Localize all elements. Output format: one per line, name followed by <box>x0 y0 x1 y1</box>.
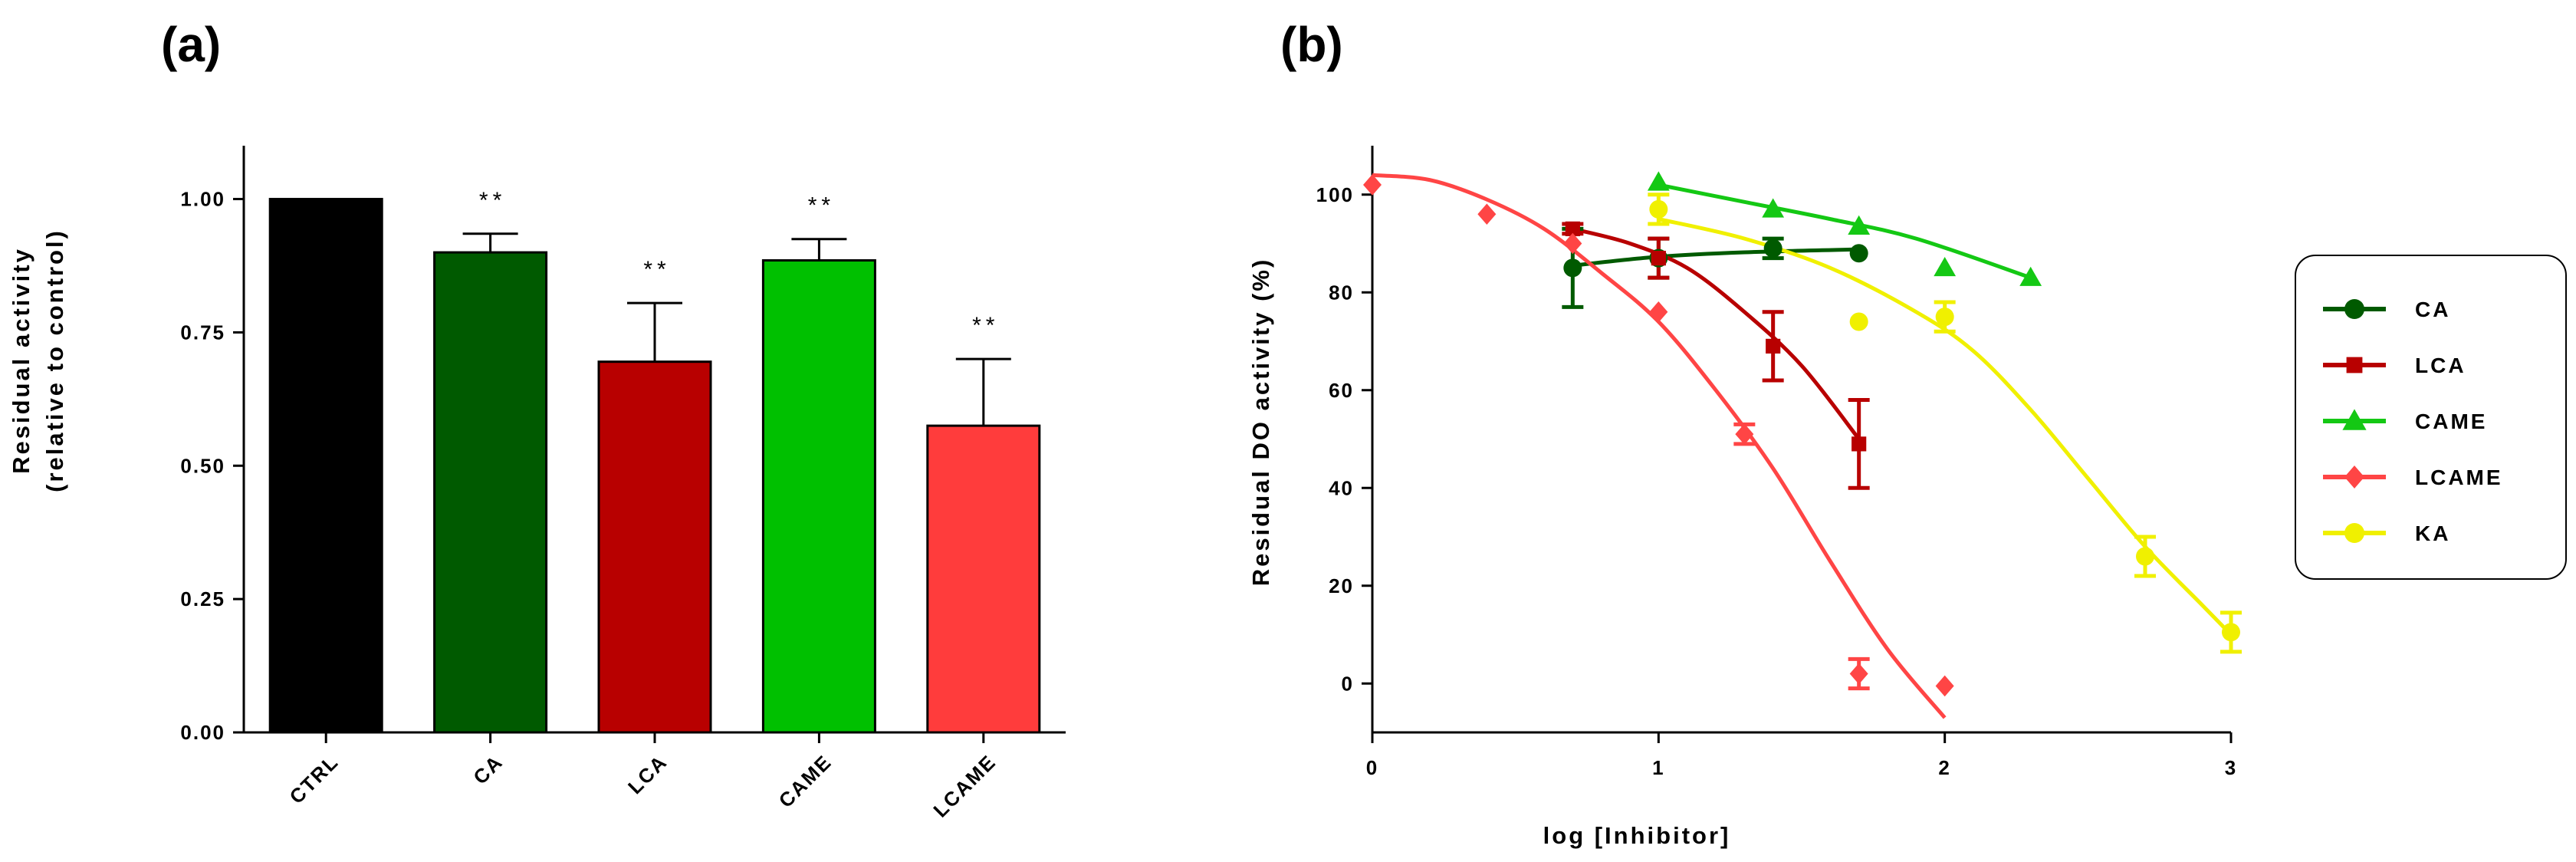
dose-response-panel: (b) 0 20 40 60 80 100 0 1 2 3 log [Inhibitor] Res… <box>1247 17 2567 849</box>
dose-response-x-title: log [Inhibitor] <box>1543 822 1731 849</box>
point-lca <box>1651 251 1666 266</box>
dose-response-fit-curves <box>1372 173 2233 719</box>
panel-label-b: (b) <box>1280 17 1343 72</box>
point-ka <box>1649 199 1668 219</box>
significance-mark: ** <box>808 193 835 219</box>
point-came <box>1848 215 1871 235</box>
bar-ctrl <box>268 198 383 734</box>
x-tick-label: 1 <box>1652 756 1664 779</box>
significance-mark: ** <box>643 257 670 282</box>
point-lcame <box>1477 203 1497 225</box>
bar-lca <box>597 360 712 734</box>
bar-chart-y-ticks: 0.00 0.25 0.50 0.75 1.00 <box>180 188 244 744</box>
dose-response-axes <box>1371 146 2231 734</box>
x-tick-label: 2 <box>1938 756 1950 779</box>
y-tick-label: 40 <box>1329 476 1354 499</box>
point-ka <box>2136 547 2154 566</box>
legend-marker-came <box>2342 409 2367 430</box>
dose-response-error-bars <box>1562 192 2242 691</box>
point-ca <box>1763 239 1783 258</box>
legend-label-lca: LCA <box>2415 354 2466 377</box>
x-tick-label: 3 <box>2225 756 2237 779</box>
point-came <box>2019 266 2042 286</box>
dose-response-y-title: Residual DO activity (%) <box>1247 258 1274 587</box>
y-tick-label: 20 <box>1329 574 1354 597</box>
bar-chart-panel: (a) 0.00 0.25 0.50 0.75 1.00 ** ** ** ** CTRL CA… <box>8 17 1066 822</box>
panel-label-a: (a) <box>161 17 221 72</box>
bar-chart-y-title-line1: Residual activity <box>8 247 34 474</box>
fit-curve-ka <box>1658 217 2233 637</box>
point-ka <box>1935 308 1954 327</box>
legend-label-ka: KA <box>2415 521 2450 545</box>
bar-chart-x-labels: CTRL CA LCA CAME LCAME <box>285 732 1001 822</box>
legend-marker-lca <box>2346 357 2363 373</box>
y-tick-label: 0.00 <box>180 721 225 744</box>
legend-label-came: CAME <box>2415 410 2487 433</box>
bar-chart-y-title-line2: (relative to control) <box>41 229 68 492</box>
point-ka <box>1849 312 1868 331</box>
y-tick-label: 0.25 <box>180 587 225 610</box>
legend-marker-ca <box>2344 299 2364 319</box>
x-tick-label-ca: CA <box>468 750 508 789</box>
point-lcame <box>1935 675 1954 697</box>
x-tick-label-ctrl: CTRL <box>285 750 343 808</box>
significance-mark: ** <box>972 313 999 338</box>
x-tick-label: 0 <box>1366 756 1378 779</box>
point-lcame <box>1563 232 1582 255</box>
y-tick-label: 0 <box>1342 672 1354 695</box>
bar-chart-error-bars <box>462 232 1011 426</box>
y-tick-label: 80 <box>1329 281 1354 304</box>
point-lca <box>1852 436 1867 452</box>
significance-mark: ** <box>479 188 506 213</box>
y-tick-label: 0.50 <box>180 454 225 477</box>
legend-box <box>2295 255 2567 580</box>
point-came <box>1934 256 1957 277</box>
point-lcame <box>1363 174 1382 196</box>
point-came <box>1647 171 1670 191</box>
bar-ca <box>433 251 548 734</box>
y-tick-label: 0.75 <box>180 321 225 344</box>
bar-came <box>761 259 876 734</box>
point-ka <box>2222 623 2240 642</box>
point-lca <box>1565 221 1580 236</box>
dose-response-ticks: 0 20 40 60 80 100 0 1 2 3 <box>1316 183 2237 779</box>
y-tick-label: 1.00 <box>180 188 225 211</box>
fit-curve-lca <box>1572 226 1861 441</box>
point-lcame <box>1649 301 1668 323</box>
x-tick-label-lca: LCA <box>623 750 672 798</box>
fit-curve-ca <box>1572 247 1859 268</box>
y-tick-label: 60 <box>1329 379 1354 402</box>
legend-marker-lcame <box>2344 466 2364 489</box>
fit-curve-came <box>1658 183 2032 280</box>
bar-chart-significance: ** ** ** ** <box>479 188 999 338</box>
bar-lcame <box>926 424 1041 734</box>
point-ca <box>1563 258 1582 278</box>
dose-response-points <box>1363 171 2240 697</box>
legend-marker-ka <box>2344 523 2364 543</box>
y-tick-label: 100 <box>1316 183 1354 206</box>
point-lcame <box>1735 423 1754 445</box>
point-lcame <box>1849 663 1868 685</box>
point-ca <box>1849 244 1868 263</box>
legend-label-ca: CA <box>2415 298 2450 321</box>
fit-curve-lcame <box>1372 173 1947 719</box>
x-tick-label-lcame: LCAME <box>928 750 1001 822</box>
point-lca <box>1766 338 1781 354</box>
x-tick-label-came: CAME <box>774 750 836 812</box>
legend: CA LCA CAME LCAME KA <box>2295 255 2567 580</box>
point-came <box>1762 198 1785 218</box>
bar-chart-bars <box>268 198 1041 734</box>
legend-label-lcame: LCAME <box>2415 466 2503 489</box>
